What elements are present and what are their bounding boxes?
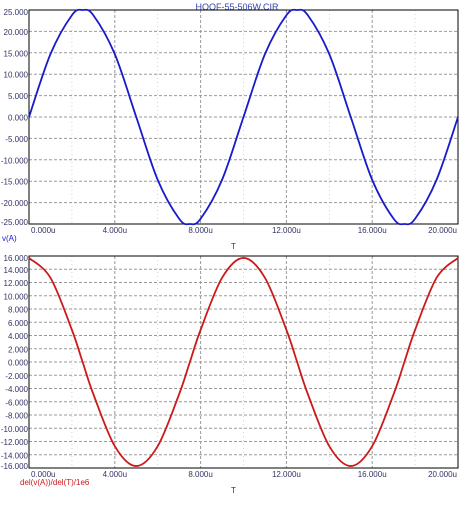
x-tick-label: 20.000u (428, 226, 457, 235)
series-label: del(v(A))/del(T)/1e6 (20, 478, 90, 487)
y-tick-label: 15.000 (4, 49, 29, 58)
y-tick-label: -20.000 (1, 199, 29, 208)
y-tick-label: 25.000 (4, 8, 29, 17)
y-tick-label: -2.000 (5, 372, 28, 381)
x-tick-label: 16.000u (358, 226, 387, 235)
y-tick-label: 0.000 (8, 114, 29, 123)
y-tick-label: -25.000 (1, 218, 29, 227)
x-tick-label: 4.000u (103, 226, 127, 235)
y-tick-label: 6.000 (8, 319, 29, 328)
x-tick-label: 0.000u (31, 470, 55, 479)
y-tick-label: 2.000 (8, 345, 29, 354)
y-tick-label: -16.000 (1, 462, 29, 471)
y-tick-label: 8.000 (8, 306, 29, 315)
y-tick-label: 0.000 (8, 359, 29, 368)
y-tick-label: -14.000 (1, 451, 29, 460)
y-tick-label: -8.000 (5, 412, 28, 421)
y-tick-label: 16.000 (4, 254, 29, 263)
x-tick-label: 0.000u (31, 226, 55, 235)
x-axis-label: T (231, 242, 236, 251)
x-tick-label: 8.000u (188, 470, 212, 479)
y-tick-label: -12.000 (1, 438, 29, 447)
y-tick-label: 5.000 (8, 92, 29, 101)
y-tick-label: -15.000 (1, 178, 29, 187)
y-tick-label: 10.000 (4, 71, 29, 80)
y-tick-label: -6.000 (5, 398, 28, 407)
y-tick-label: -10.000 (1, 156, 29, 165)
y-tick-label: 12.000 (4, 279, 29, 288)
x-axis-label: T (231, 486, 236, 495)
x-tick-label: 12.000u (272, 226, 301, 235)
x-tick-label: 12.000u (272, 470, 301, 479)
chart-derivative: 16.000 14.000 12.000 10.000 8.000 6.000 4.000 2… (1, 254, 459, 495)
x-tick-label: 4.000u (103, 470, 127, 479)
y-tick-label: -10.000 (1, 425, 29, 434)
chart-title: HQQF-55-506W.CIR (195, 2, 279, 12)
y-tick-label: -5.000 (5, 135, 28, 144)
series-label: v(A) (2, 234, 17, 243)
y-tick-label: 14.000 (4, 266, 29, 275)
y-tick-label: 20.000 (4, 28, 29, 37)
chart-voltage: 25.000 20.000 15.000 10.000 5.000 0.000 -5.000… (1, 8, 459, 251)
plot-frame (28, 255, 459, 469)
series-line (28, 257, 459, 467)
x-tick-label: 20.000u (428, 470, 457, 479)
y-tick-label: 10.000 (4, 292, 29, 301)
y-tick-label: -4.000 (5, 385, 28, 394)
x-tick-label: 16.000u (358, 470, 387, 479)
series-line (28, 8, 459, 226)
y-tick-label: 4.000 (8, 332, 29, 341)
x-tick-label: 8.000u (188, 226, 212, 235)
